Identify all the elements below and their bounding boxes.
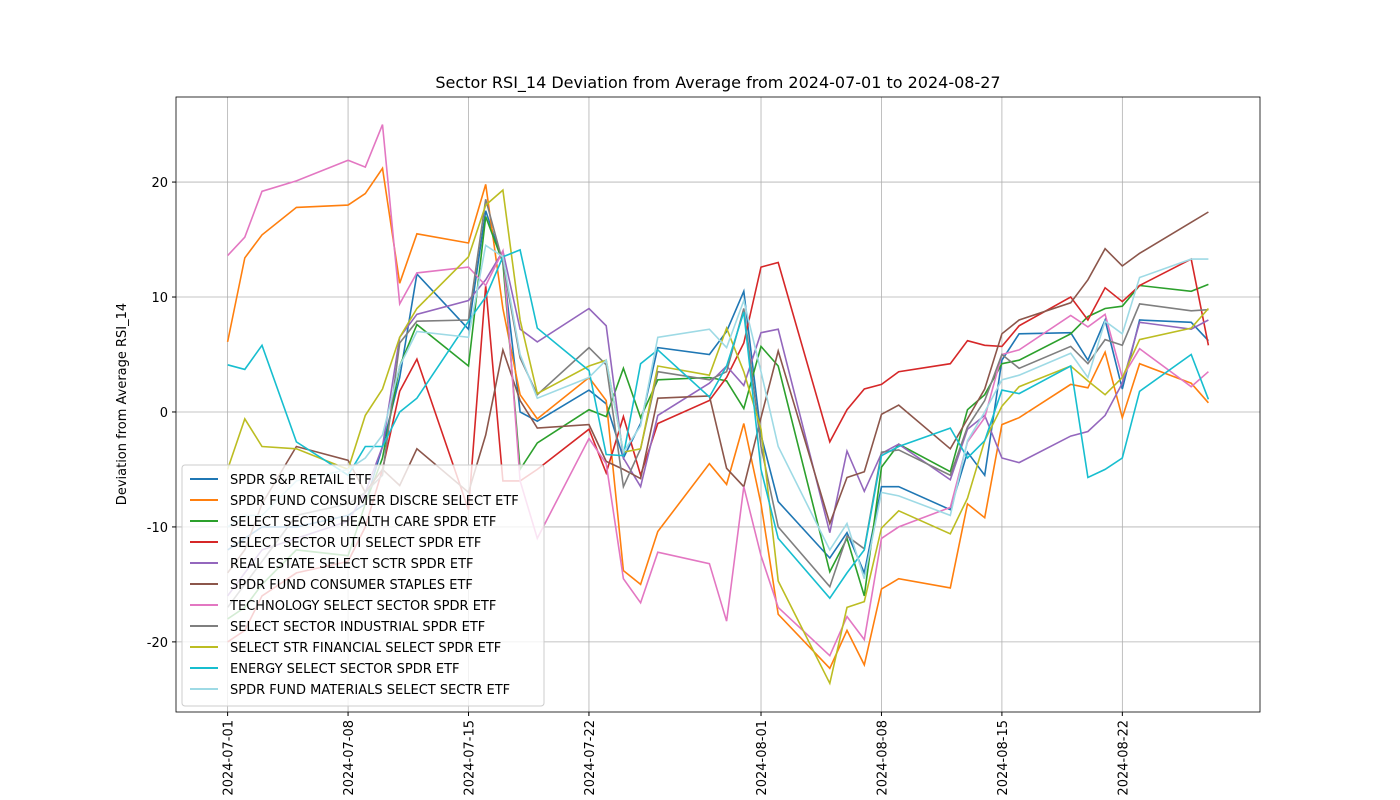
y-axis-label: Deviation from Average RSI_14 — [115, 303, 130, 505]
series-line — [227, 124, 1209, 658]
x-tick-label: 2024-08-15 — [996, 720, 1011, 796]
y-tick-label: 10 — [151, 291, 168, 306]
legend-label: SPDR FUND MATERIALS SELECT SECTR ETF — [230, 683, 510, 698]
x-tick-label: 2024-08-08 — [875, 720, 890, 796]
x-tick-label: 2024-08-01 — [755, 720, 770, 796]
series-line — [227, 216, 1209, 620]
series-line — [227, 243, 1209, 579]
chart-title: Sector RSI_14 Deviation from Average fro… — [435, 73, 1000, 93]
plot-frame — [175, 96, 1261, 713]
series-line — [227, 257, 1210, 643]
legend-label: SELECT SECTOR UTI SELECT SPDR ETF — [230, 536, 481, 551]
y-tick-label: -10 — [147, 521, 168, 536]
legend-box — [181, 464, 545, 707]
legend-label: SELECT STR FINANCIAL SELECT SPDR ETF — [230, 641, 501, 656]
legend-label: ENERGY SELECT SECTOR SPDR ETF — [230, 662, 460, 677]
legend-label: SELECT SECTOR INDUSTRIAL SPDR ETF — [230, 620, 485, 635]
legend-label: SELECT SECTOR HEALTH CARE SPDR ETF — [230, 515, 496, 530]
x-tick-label: 2024-07-22 — [583, 720, 598, 796]
x-tick-label: 2024-07-15 — [463, 720, 478, 796]
legend: SPDR S&P RETAIL ETF SPDR FUND CONSUMER DI… — [181, 464, 545, 707]
x-tick-label: 2024-08-22 — [1116, 720, 1131, 796]
legend-label: SPDR FUND CONSUMER DISCRE SELECT ETF — [230, 494, 519, 509]
x-tick-label: 2024-07-08 — [342, 720, 357, 796]
legend-label: SPDR FUND CONSUMER STAPLES ETF — [230, 578, 473, 593]
y-tick-label: 20 — [151, 176, 168, 191]
y-tick-label: 0 — [160, 406, 168, 421]
y-tick-label: -20 — [147, 636, 168, 651]
legend-label: REAL ESTATE SELECT SCTR SPDR ETF — [230, 557, 474, 572]
x-tick-label: 2024-07-01 — [222, 720, 237, 796]
series-line — [226, 188, 1210, 686]
series-line — [227, 248, 1210, 600]
legend-label: TECHNOLOGY SELECT SECTOR SPDR ETF — [229, 599, 496, 614]
legend-label: SPDR S&P RETAIL ETF — [230, 473, 372, 488]
